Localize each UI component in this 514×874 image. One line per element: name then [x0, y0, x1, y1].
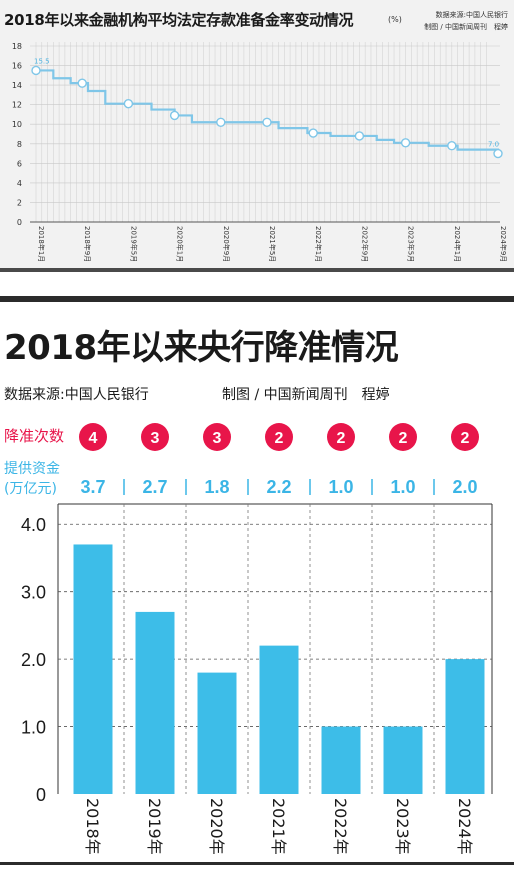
bar	[445, 659, 485, 794]
y-tick-label: 8	[17, 140, 22, 149]
y-tick-label: 4	[17, 179, 22, 188]
funds-value: 2.7	[142, 477, 167, 497]
y-tick-label: 2.0	[21, 650, 46, 670]
x-tick-label: 2024年	[455, 798, 474, 855]
cut-count-value: 2	[337, 430, 346, 447]
data-point	[447, 141, 457, 151]
data-point	[31, 65, 41, 76]
cut-count-value: 2	[461, 430, 470, 447]
funds-value: 3.7	[80, 477, 105, 497]
data-point	[169, 110, 180, 121]
x-tick-label: 2018年1月	[37, 226, 46, 262]
y-tick-label: 14	[12, 81, 22, 90]
cut-count-badge	[327, 423, 355, 451]
reserve-ratio-source: 数据来源:中国人民银行	[435, 11, 508, 19]
y-tick-label: 10	[12, 120, 22, 129]
y-tick-label: 12	[12, 101, 22, 110]
last-value-label: 7.0	[488, 141, 499, 149]
data-point	[123, 98, 134, 109]
panel-top-rule	[0, 296, 514, 302]
reserve-ratio-line	[36, 69, 500, 154]
bar	[135, 611, 175, 794]
x-tick-label: 2021年5月	[268, 226, 277, 262]
x-tick-label: 2022年1月	[314, 226, 323, 262]
rrr-cuts-credit: 制图 / 中国新闻周刊 程婷	[222, 387, 390, 403]
x-tick-label: 2018年9月	[83, 226, 92, 262]
cut-count-badge	[389, 423, 417, 451]
reserve-ratio-line-chart: 0 2 4 6 8 10 12 14 16 18 2018年1月 2018年9月 2019年5月 2020…	[12, 42, 508, 262]
funds-unit-label: (万亿元)	[4, 481, 57, 497]
cut-count-badge	[141, 423, 169, 451]
y-tick-label: 6	[17, 159, 22, 168]
data-point	[216, 117, 226, 127]
y-tick-label: 18	[12, 42, 22, 51]
reserve-ratio-unit: (%)	[388, 15, 402, 24]
bar	[197, 672, 237, 794]
x-tick-label: 2020年1月	[176, 226, 185, 262]
funds-label: 提供资金	[4, 461, 60, 477]
cut-count-label: 降准次数	[4, 427, 65, 445]
reserve-ratio-chart-panel	[0, 0, 514, 272]
reserve-ratio-credit: 制图 / 中国新闻周刊 程婷	[424, 23, 508, 31]
x-tick-label: 2024年1月	[453, 226, 462, 262]
y-tick-label: 2	[17, 198, 22, 207]
cut-count-badge	[451, 423, 479, 451]
data-point	[262, 117, 272, 127]
funds-value: 1.0	[390, 477, 415, 497]
cut-count-value: 4	[89, 430, 98, 447]
bar	[73, 544, 113, 794]
cut-count-value: 2	[275, 430, 284, 447]
funds-value: 2.2	[266, 477, 291, 497]
cut-count-value: 2	[399, 430, 408, 447]
x-tick-label: 2019年5月	[129, 226, 138, 262]
x-tick-label: 2018年	[83, 798, 102, 855]
y-tick-label: 16	[12, 62, 22, 71]
x-tick-label: 2024年9月	[499, 226, 508, 262]
bar	[259, 645, 299, 794]
y-tick-label: 0	[36, 785, 46, 805]
cut-count-value: 3	[213, 430, 222, 447]
x-tick-label: 2021年	[269, 798, 288, 855]
funds-value: 2.0	[452, 477, 477, 497]
first-value-label: 15.5	[34, 57, 50, 65]
x-tick-label: 2020年	[207, 798, 226, 855]
reserve-ratio-chart-title: 2018年以来金融机构平均法定存款准备金率变动情况	[4, 11, 354, 29]
y-tick-label: 0	[17, 218, 22, 227]
x-tick-label: 2022年9月	[360, 226, 369, 262]
cut-count-value: 3	[151, 430, 160, 447]
funds-value: 1.8	[204, 477, 229, 497]
data-point	[354, 131, 365, 141]
y-tick-label: 4.0	[21, 515, 46, 535]
data-point	[493, 148, 503, 159]
x-tick-label: 2023年	[393, 798, 412, 855]
data-point	[77, 78, 87, 88]
cut-count-badge	[203, 423, 231, 451]
rrr-cuts-title: 2018年以来央行降准情况	[4, 328, 399, 368]
y-tick-label: 3.0	[21, 583, 46, 603]
bar	[321, 726, 361, 794]
x-tick-label: 2019年	[145, 798, 164, 855]
funds-value: 1.0	[328, 477, 353, 497]
cut-count-badge	[265, 423, 293, 451]
data-point	[308, 128, 318, 138]
data-point	[400, 138, 411, 148]
panel-bottom-rule	[0, 862, 514, 865]
x-tick-label: 2023年5月	[407, 226, 416, 262]
x-tick-label: 2020年9月	[222, 226, 231, 262]
panel-divider	[0, 268, 514, 272]
bar	[383, 726, 423, 794]
cut-count-badge	[79, 423, 107, 451]
x-tick-label: 2022年	[331, 798, 350, 855]
rrr-cuts-source: 数据来源:中国人民银行	[4, 387, 149, 403]
y-tick-label: 1.0	[21, 718, 46, 738]
